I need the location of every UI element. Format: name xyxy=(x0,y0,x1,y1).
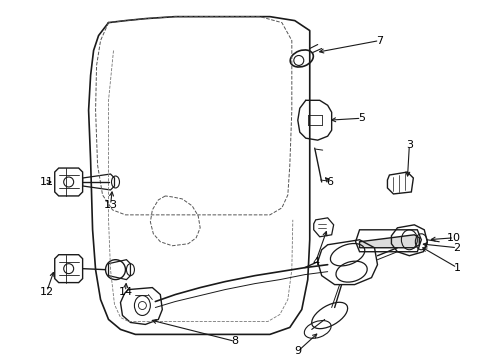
Text: 7: 7 xyxy=(375,36,382,46)
Text: 8: 8 xyxy=(231,336,238,346)
Text: 6: 6 xyxy=(325,177,332,187)
Text: 11: 11 xyxy=(40,177,54,187)
Text: 9: 9 xyxy=(294,346,301,356)
Text: 13: 13 xyxy=(103,200,117,210)
Text: 10: 10 xyxy=(446,233,460,243)
Text: 14: 14 xyxy=(118,287,132,297)
Text: 1: 1 xyxy=(453,263,460,273)
Text: 4: 4 xyxy=(311,257,319,267)
Text: 12: 12 xyxy=(40,287,54,297)
Text: 3: 3 xyxy=(405,140,412,150)
Polygon shape xyxy=(359,235,419,248)
Text: 2: 2 xyxy=(453,243,460,253)
Text: 5: 5 xyxy=(357,113,365,123)
